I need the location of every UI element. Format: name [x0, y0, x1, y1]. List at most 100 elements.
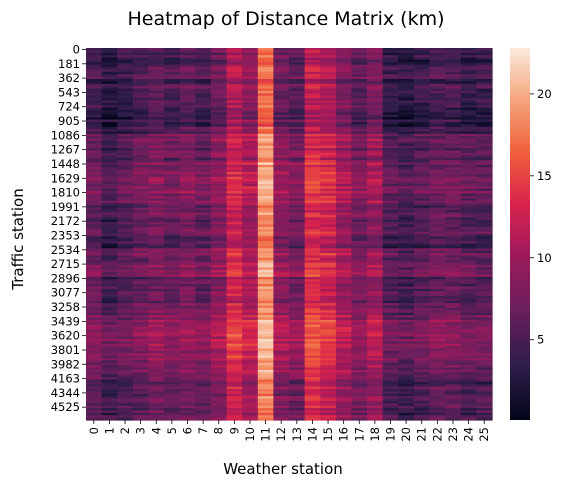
heatmap-cell	[101, 105, 118, 109]
heatmap-cell	[320, 67, 337, 71]
heatmap-cell	[320, 234, 337, 237]
heatmap-cell	[429, 391, 446, 395]
heatmap-cell	[86, 71, 103, 75]
heatmap-cell	[257, 95, 274, 99]
heatmap-cell	[429, 136, 446, 140]
heatmap-cell	[320, 181, 337, 185]
heatmap-cell	[195, 64, 212, 68]
heatmap-cell	[289, 129, 306, 133]
heatmap-cell	[335, 260, 353, 264]
heatmap-cell	[429, 341, 446, 345]
heatmap-cell	[273, 50, 290, 54]
heatmap-cell	[273, 188, 290, 192]
heatmap-cell	[289, 360, 306, 364]
heatmap-cell	[445, 112, 462, 116]
heatmap-cell	[195, 386, 212, 390]
heatmap-cell	[132, 67, 150, 71]
heatmap-cell	[398, 90, 415, 94]
heatmap-cell	[86, 59, 103, 63]
heatmap-cell	[164, 59, 181, 63]
heatmap-cell	[445, 386, 462, 390]
heatmap-cell	[257, 121, 274, 125]
heatmap-cell	[86, 226, 103, 230]
heatmap-cell	[476, 179, 493, 183]
heatmap-cell	[226, 50, 243, 54]
heatmap-cell	[148, 129, 165, 133]
heatmap-cell	[273, 55, 290, 59]
heatmap-cell	[242, 195, 259, 199]
heatmap-cell	[382, 336, 399, 340]
heatmap-cell	[86, 269, 103, 273]
heatmap-cell	[320, 157, 337, 161]
heatmap-cell	[289, 398, 306, 402]
heatmap-cell	[445, 372, 462, 376]
heatmap-cell	[367, 124, 384, 128]
heatmap-cell	[413, 367, 431, 371]
heatmap-cell	[382, 334, 399, 338]
heatmap-cell	[335, 114, 353, 118]
heatmap-cell	[460, 71, 477, 75]
heatmap-cell	[210, 143, 228, 147]
heatmap-cell	[257, 262, 274, 266]
heatmap-cell	[210, 343, 228, 347]
heatmap-cell	[320, 79, 337, 82]
heatmap-cell	[257, 145, 274, 149]
heatmap-cell	[273, 231, 290, 235]
heatmap-cell	[101, 312, 118, 316]
heatmap-cell	[382, 210, 399, 214]
heatmap-cell	[429, 284, 446, 288]
heatmap-cell	[320, 107, 337, 111]
heatmap-cell	[132, 212, 150, 216]
heatmap-cell	[382, 238, 399, 242]
heatmap-cell	[351, 129, 368, 133]
heatmap-cell	[86, 76, 103, 80]
heatmap-cell	[242, 296, 259, 299]
heatmap-cell	[413, 162, 431, 166]
heatmap-cell	[460, 217, 477, 221]
heatmap-cell	[195, 255, 212, 259]
heatmap-cell	[148, 286, 165, 290]
heatmap-cell	[382, 90, 399, 94]
heatmap-cell	[273, 367, 290, 371]
heatmap-cell	[367, 164, 384, 168]
heatmap-cell	[460, 62, 477, 66]
heatmap-cell	[242, 288, 259, 292]
heatmap-cell	[195, 362, 212, 366]
heatmap-cell	[226, 76, 243, 80]
heatmap-cell	[132, 384, 150, 388]
heatmap-cell	[210, 250, 228, 254]
heatmap-cell	[257, 181, 274, 185]
heatmap-cell	[257, 81, 274, 85]
heatmap-cell	[413, 300, 431, 304]
heatmap-cell	[132, 117, 150, 121]
heatmap-cell	[210, 324, 228, 328]
heatmap-cell	[101, 150, 118, 154]
heatmap-cell	[460, 279, 477, 283]
heatmap-cell	[335, 157, 353, 161]
heatmap-cell	[164, 336, 181, 340]
heatmap-cell	[132, 346, 150, 350]
heatmap-cell	[179, 324, 196, 328]
heatmap-cell	[304, 69, 321, 73]
heatmap-cell	[289, 317, 306, 321]
heatmap-cell	[273, 341, 290, 345]
heatmap-cell	[460, 374, 477, 378]
heatmap-cell	[429, 248, 446, 252]
heatmap-cell	[101, 300, 118, 304]
heatmap-cell	[242, 393, 259, 397]
heatmap-cell	[101, 183, 118, 187]
heatmap-cell	[86, 300, 103, 304]
heatmap-cell	[273, 138, 290, 142]
heatmap-cell	[195, 346, 212, 350]
heatmap-cell	[257, 129, 274, 133]
heatmap-cell	[320, 207, 337, 211]
heatmap-cell	[398, 138, 415, 142]
heatmap-cell	[429, 348, 446, 352]
heatmap-cell	[476, 319, 493, 323]
heatmap-cell	[320, 224, 337, 228]
heatmap-cell	[101, 408, 118, 412]
heatmap-cell	[86, 293, 103, 297]
heatmap-cell	[86, 319, 103, 323]
heatmap-cell	[289, 353, 306, 357]
heatmap-cell	[148, 410, 165, 414]
